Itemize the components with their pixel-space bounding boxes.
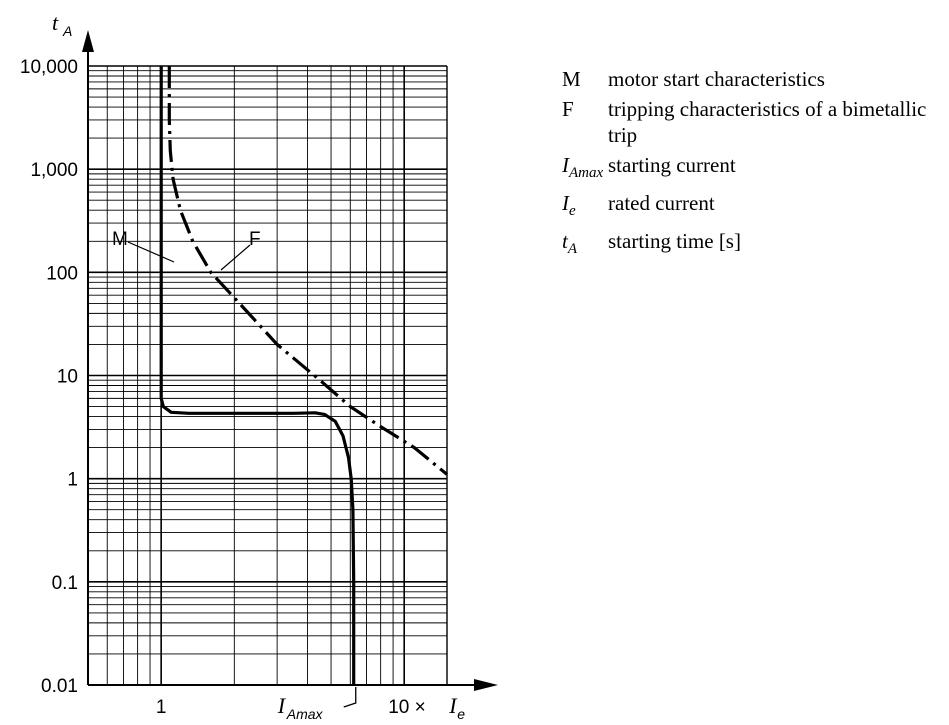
legend-entry-ie: Ie rated current [562, 190, 947, 224]
x-axis-unit-label: I [448, 693, 458, 718]
series-f-line [167, 66, 449, 476]
series-m-line [159, 66, 356, 685]
y-tick-label: 1 [67, 470, 78, 491]
iamax-leader-line [343, 687, 357, 708]
y-tick-label: 0.01 [41, 676, 78, 697]
legend-entry-f: F tripping characteristics of a bimetall… [562, 96, 947, 148]
x-marker-label: I [277, 693, 287, 718]
axes [82, 30, 498, 691]
legend-symbol: F [562, 97, 574, 121]
legend-symbol: Ie [562, 191, 576, 220]
legend-entry-iamax: IAmax starting current [562, 152, 947, 186]
y-tick-label: 0.1 [52, 573, 78, 594]
legend-entry-m: M motor start characteristics [562, 66, 947, 92]
y-tick-label: 100 [46, 263, 78, 284]
x-axis-arrow [474, 679, 498, 691]
legend-text: tripping characteristics of a bimetallic… [608, 97, 927, 147]
x-tick-label: 1 [156, 697, 167, 718]
legend-text: motor start characteristics [608, 67, 825, 91]
legend-text: starting time [s] [608, 229, 741, 254]
legend-entry-ta: tA starting time [s] [562, 228, 947, 262]
y-tick-label: 10 [57, 367, 78, 388]
y-axis-label: t [52, 10, 59, 35]
curves [159, 66, 449, 685]
x-marker-label-subscript: Amax [286, 706, 324, 722]
series-f-label: F [249, 229, 261, 250]
y-axis-label-subscript: A [62, 23, 72, 39]
legend-symbol: M [562, 67, 581, 91]
legend-symbol: tA [562, 229, 578, 258]
y-axis-arrow [82, 30, 94, 52]
series-m-label: M [112, 229, 128, 250]
legend-text: rated current [608, 191, 715, 216]
y-tick-label: 1,000 [30, 160, 78, 181]
x-axis-unit-subscript: e [457, 706, 465, 722]
x-tick-label: 10 × [388, 697, 426, 718]
legend-symbol: IAmax [562, 153, 604, 182]
grid [87, 65, 448, 686]
y-tick-label: 10,000 [20, 57, 78, 78]
series-f-leader-line [220, 244, 251, 271]
legend: M motor start characteristics F tripping… [562, 66, 947, 267]
legend-text: starting current [608, 153, 736, 177]
series-m-leader-line [127, 241, 175, 263]
